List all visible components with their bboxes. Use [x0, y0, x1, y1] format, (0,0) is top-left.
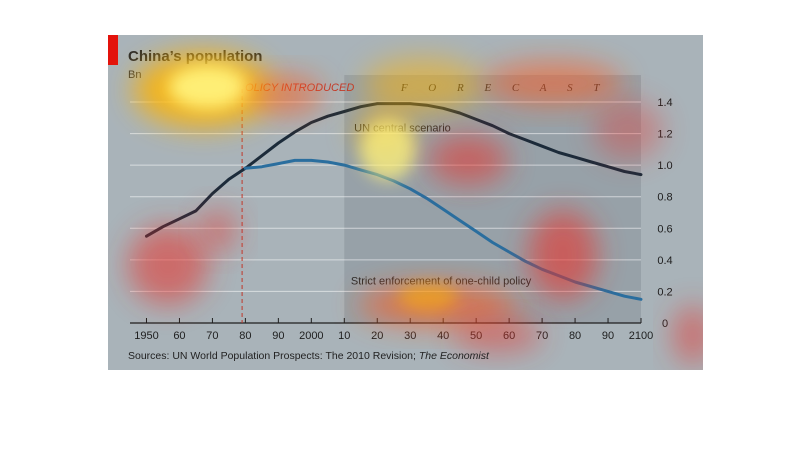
annotation-0: UN central scenario [354, 122, 451, 134]
x-tick-label: 30 [404, 330, 416, 342]
x-tick-label: 90 [602, 330, 614, 342]
x-tick-label: 60 [173, 330, 185, 342]
source-prefix: Sources: UN World Population Prospects: … [128, 350, 419, 362]
x-tick-label: 2100 [629, 330, 653, 342]
x-tick-label: 80 [569, 330, 581, 342]
y-tick-label: 1.0 [657, 160, 672, 172]
x-tick-label: 60 [503, 330, 515, 342]
source-note: Sources: UN World Population Prospects: … [128, 350, 489, 362]
y-tick-label: 0.6 [657, 223, 672, 235]
x-tick-label: 50 [470, 330, 482, 342]
y-tick-label: 0.4 [657, 255, 672, 267]
y-tick-label: 1.2 [657, 129, 672, 141]
policy-label: OLICY INTRODUCED [245, 82, 354, 94]
source-italic: The Economist [418, 350, 489, 362]
brand-tab [108, 35, 118, 65]
x-tick-label: 10 [338, 330, 350, 342]
y-tick-label: 0.8 [657, 192, 672, 204]
x-tick-label: 80 [239, 330, 251, 342]
x-tick-label: 20 [371, 330, 383, 342]
forecast-label: F O R E C A S T [400, 82, 609, 94]
y-tick-label: 0.2 [657, 286, 672, 298]
x-tick-label: 70 [536, 330, 548, 342]
y-tick-label: 1.4 [657, 97, 672, 109]
annotation-1: Strict enforcement of one-child policy [351, 275, 532, 287]
chart-plot: F O R E C A S T 0 0.2 0.4 0.6 0.8 1.0 1.2 1.4 1… [130, 75, 673, 342]
x-tick-label: 90 [272, 330, 284, 342]
x-tick-label: 1950 [134, 330, 158, 342]
x-tick-label: 70 [206, 330, 218, 342]
y-tick-label: 0 [662, 318, 668, 330]
x-tick-label: 40 [437, 330, 449, 342]
x-tick-label: 2000 [299, 330, 323, 342]
